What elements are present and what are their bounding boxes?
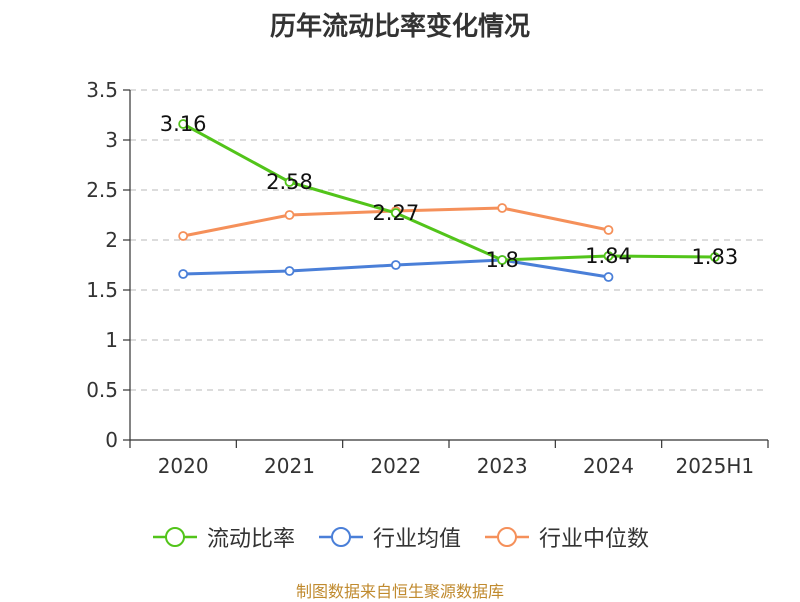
data-point bbox=[497, 255, 508, 265]
data-point bbox=[390, 208, 401, 218]
data-point bbox=[497, 203, 508, 213]
data-point bbox=[603, 251, 614, 261]
legend-label: 行业均值 bbox=[372, 527, 461, 552]
data-point bbox=[390, 260, 401, 270]
y-tick-label: 2.5 bbox=[86, 178, 118, 202]
legend-marker-icon bbox=[318, 527, 363, 547]
data-label: 3.16 bbox=[160, 112, 207, 136]
data-label: 2.27 bbox=[372, 201, 419, 225]
series-line bbox=[181, 122, 717, 262]
legend-marker-icon bbox=[152, 527, 197, 547]
data-point bbox=[603, 225, 614, 235]
data-point bbox=[178, 269, 189, 279]
y-tick-label: 0.5 bbox=[86, 378, 118, 402]
gridlines bbox=[130, 89, 768, 391]
y-tick-label: 2 bbox=[105, 228, 118, 252]
x-tick-label: 2025H1 bbox=[675, 454, 754, 478]
y-tick-label: 0 bbox=[105, 428, 118, 452]
y-tick-label: 1.5 bbox=[86, 278, 118, 302]
data-point bbox=[284, 266, 295, 276]
chart-title: 历年流动比率变化情况 bbox=[269, 12, 530, 42]
series-group bbox=[178, 119, 720, 282]
legend-label: 行业中位数 bbox=[539, 527, 650, 552]
data-point bbox=[709, 252, 720, 262]
data-label: 1.8 bbox=[485, 248, 518, 272]
x-tick-label: 2022 bbox=[370, 454, 421, 478]
y-tick-label: 1 bbox=[105, 328, 118, 352]
x-tick-label: 2020 bbox=[158, 454, 209, 478]
data-labels: 3.16 2.58 2.27 1.8 1.84 1.83 bbox=[160, 112, 738, 272]
legend-item[interactable]: 流动比率 bbox=[151, 521, 295, 553]
y-tick-label: 3 bbox=[105, 128, 118, 152]
axes: 0 0.5 1 1.5 2 2.5 3 3.5 2020 2021 2022 2023 2024 2025… bbox=[86, 78, 769, 478]
source-note: 制图数据来自恒生聚源数据库 bbox=[295, 582, 504, 601]
legend: 流动比率 行业均值 行业中位数 bbox=[0, 520, 800, 554]
data-label: 2.58 bbox=[266, 170, 313, 194]
data-label: 1.83 bbox=[691, 245, 738, 269]
y-tick-label: 3.5 bbox=[86, 78, 118, 102]
data-label: 1.84 bbox=[585, 244, 632, 268]
legend-label: 流动比率 bbox=[206, 527, 295, 552]
data-point bbox=[178, 231, 189, 241]
data-point bbox=[178, 119, 189, 129]
x-tick-label: 2021 bbox=[264, 454, 315, 478]
x-tick-label: 2023 bbox=[477, 454, 528, 478]
data-point bbox=[603, 272, 614, 282]
legend-item[interactable]: 行业均值 bbox=[317, 521, 461, 553]
x-tick-label: 2024 bbox=[583, 454, 634, 478]
data-point bbox=[284, 210, 295, 220]
legend-item[interactable]: 行业中位数 bbox=[483, 521, 649, 553]
data-point bbox=[284, 177, 295, 187]
legend-marker-icon bbox=[485, 527, 529, 547]
